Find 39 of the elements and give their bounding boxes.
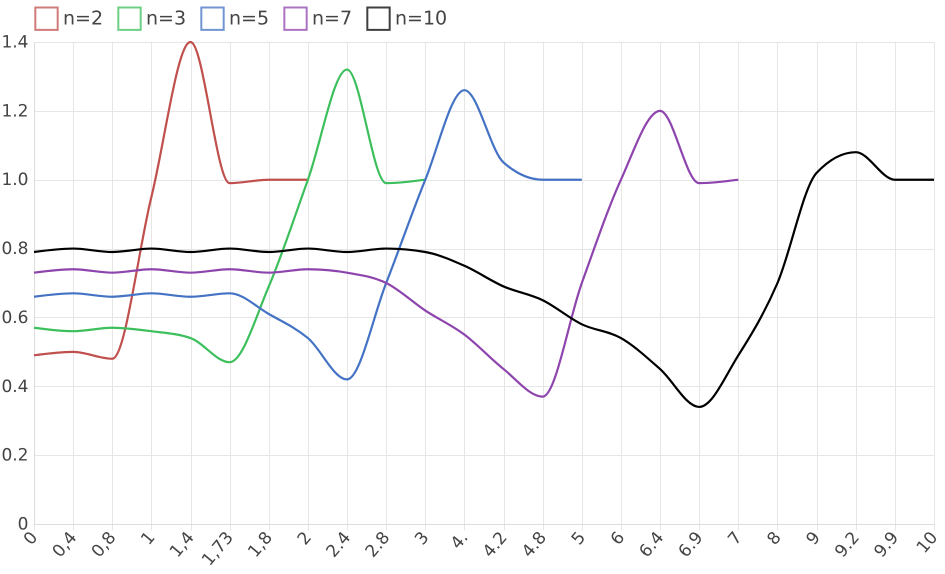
- legend-label: n=2: [63, 8, 104, 30]
- x-tick-label: 10: [912, 528, 942, 558]
- legend-label: n=7: [312, 8, 352, 30]
- line-series: [32, 151, 936, 408]
- legend-label: n=10: [395, 8, 448, 30]
- x-tick-label: 9: [802, 528, 825, 550]
- x-tick-label: 6: [606, 528, 630, 550]
- line-series: [32, 110, 740, 398]
- x-tick-label: 1: [137, 528, 160, 550]
- x-tick-label: 2.8: [362, 528, 394, 562]
- x-tick-label: 4.: [446, 528, 473, 554]
- x-tick-label: 2: [294, 528, 316, 550]
- legend-label: n=3: [146, 8, 186, 30]
- x-tick-label: 1,4: [166, 528, 199, 562]
- line-series: [32, 89, 583, 380]
- y-tick-label: 0.4: [1, 376, 28, 397]
- line-series: [32, 68, 426, 364]
- y-tick-label: 0.2: [1, 446, 28, 466]
- x-tick-label: 5: [568, 528, 590, 550]
- x-tick-label: 9.2: [831, 528, 864, 562]
- y-tick-label: 1.0: [1, 170, 28, 190]
- x-tick-label: 8: [763, 528, 786, 550]
- x-tick-label: 2.4: [322, 528, 356, 562]
- line-series: [32, 40, 310, 360]
- y-tick-label: 1.4: [1, 32, 28, 52]
- y-tick-label: 1.2: [1, 101, 28, 122]
- x-tick-label: 6.4: [636, 528, 668, 562]
- x-tick-label: 4.2: [479, 528, 512, 562]
- y-tick-label: 0.8: [1, 239, 28, 260]
- x-tick-label: 0,4: [48, 528, 82, 562]
- x-tick-label: 1,8: [244, 528, 277, 562]
- legend-label: n=5: [229, 8, 270, 30]
- x-tick-label: 4.8: [518, 528, 551, 562]
- x-tick-label: 6.9: [674, 528, 708, 562]
- x-tick-label: 3: [411, 528, 434, 550]
- x-tick-label: 9.9: [870, 528, 904, 562]
- x-tick-label: 0,8: [88, 528, 120, 562]
- y-tick-label: 0.6: [1, 308, 28, 328]
- x-tick-label: 7: [724, 528, 747, 550]
